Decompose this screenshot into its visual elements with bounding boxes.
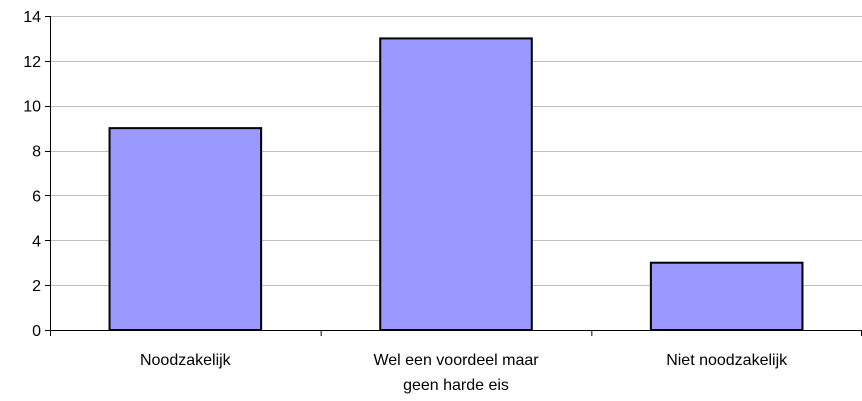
y-tick-label: 2 [32, 278, 41, 295]
bars [108, 37, 804, 332]
y-tick-label: 6 [32, 188, 41, 205]
y-tick-label: 8 [32, 144, 41, 161]
x-category-label: geen harde eis [403, 377, 509, 394]
axes [45, 16, 862, 336]
x-category-label: Noodzakelijk [140, 352, 232, 369]
bar [108, 127, 263, 331]
x-category-label: Wel een voordeel maar [373, 352, 539, 369]
x-category-label: Niet noodzakelijk [666, 352, 788, 369]
y-tick-label: 10 [23, 99, 41, 116]
y-tick-label: 14 [23, 9, 41, 26]
y-tick-label: 12 [23, 54, 41, 71]
y-tick-label: 4 [32, 233, 41, 250]
bar [379, 37, 533, 332]
bar [649, 261, 804, 332]
tick-labels: 0 2 4 6 8 10 12 14 Noodzakelijk Wel een voordeel … [23, 9, 788, 394]
y-tick-label: 0 [32, 323, 41, 340]
